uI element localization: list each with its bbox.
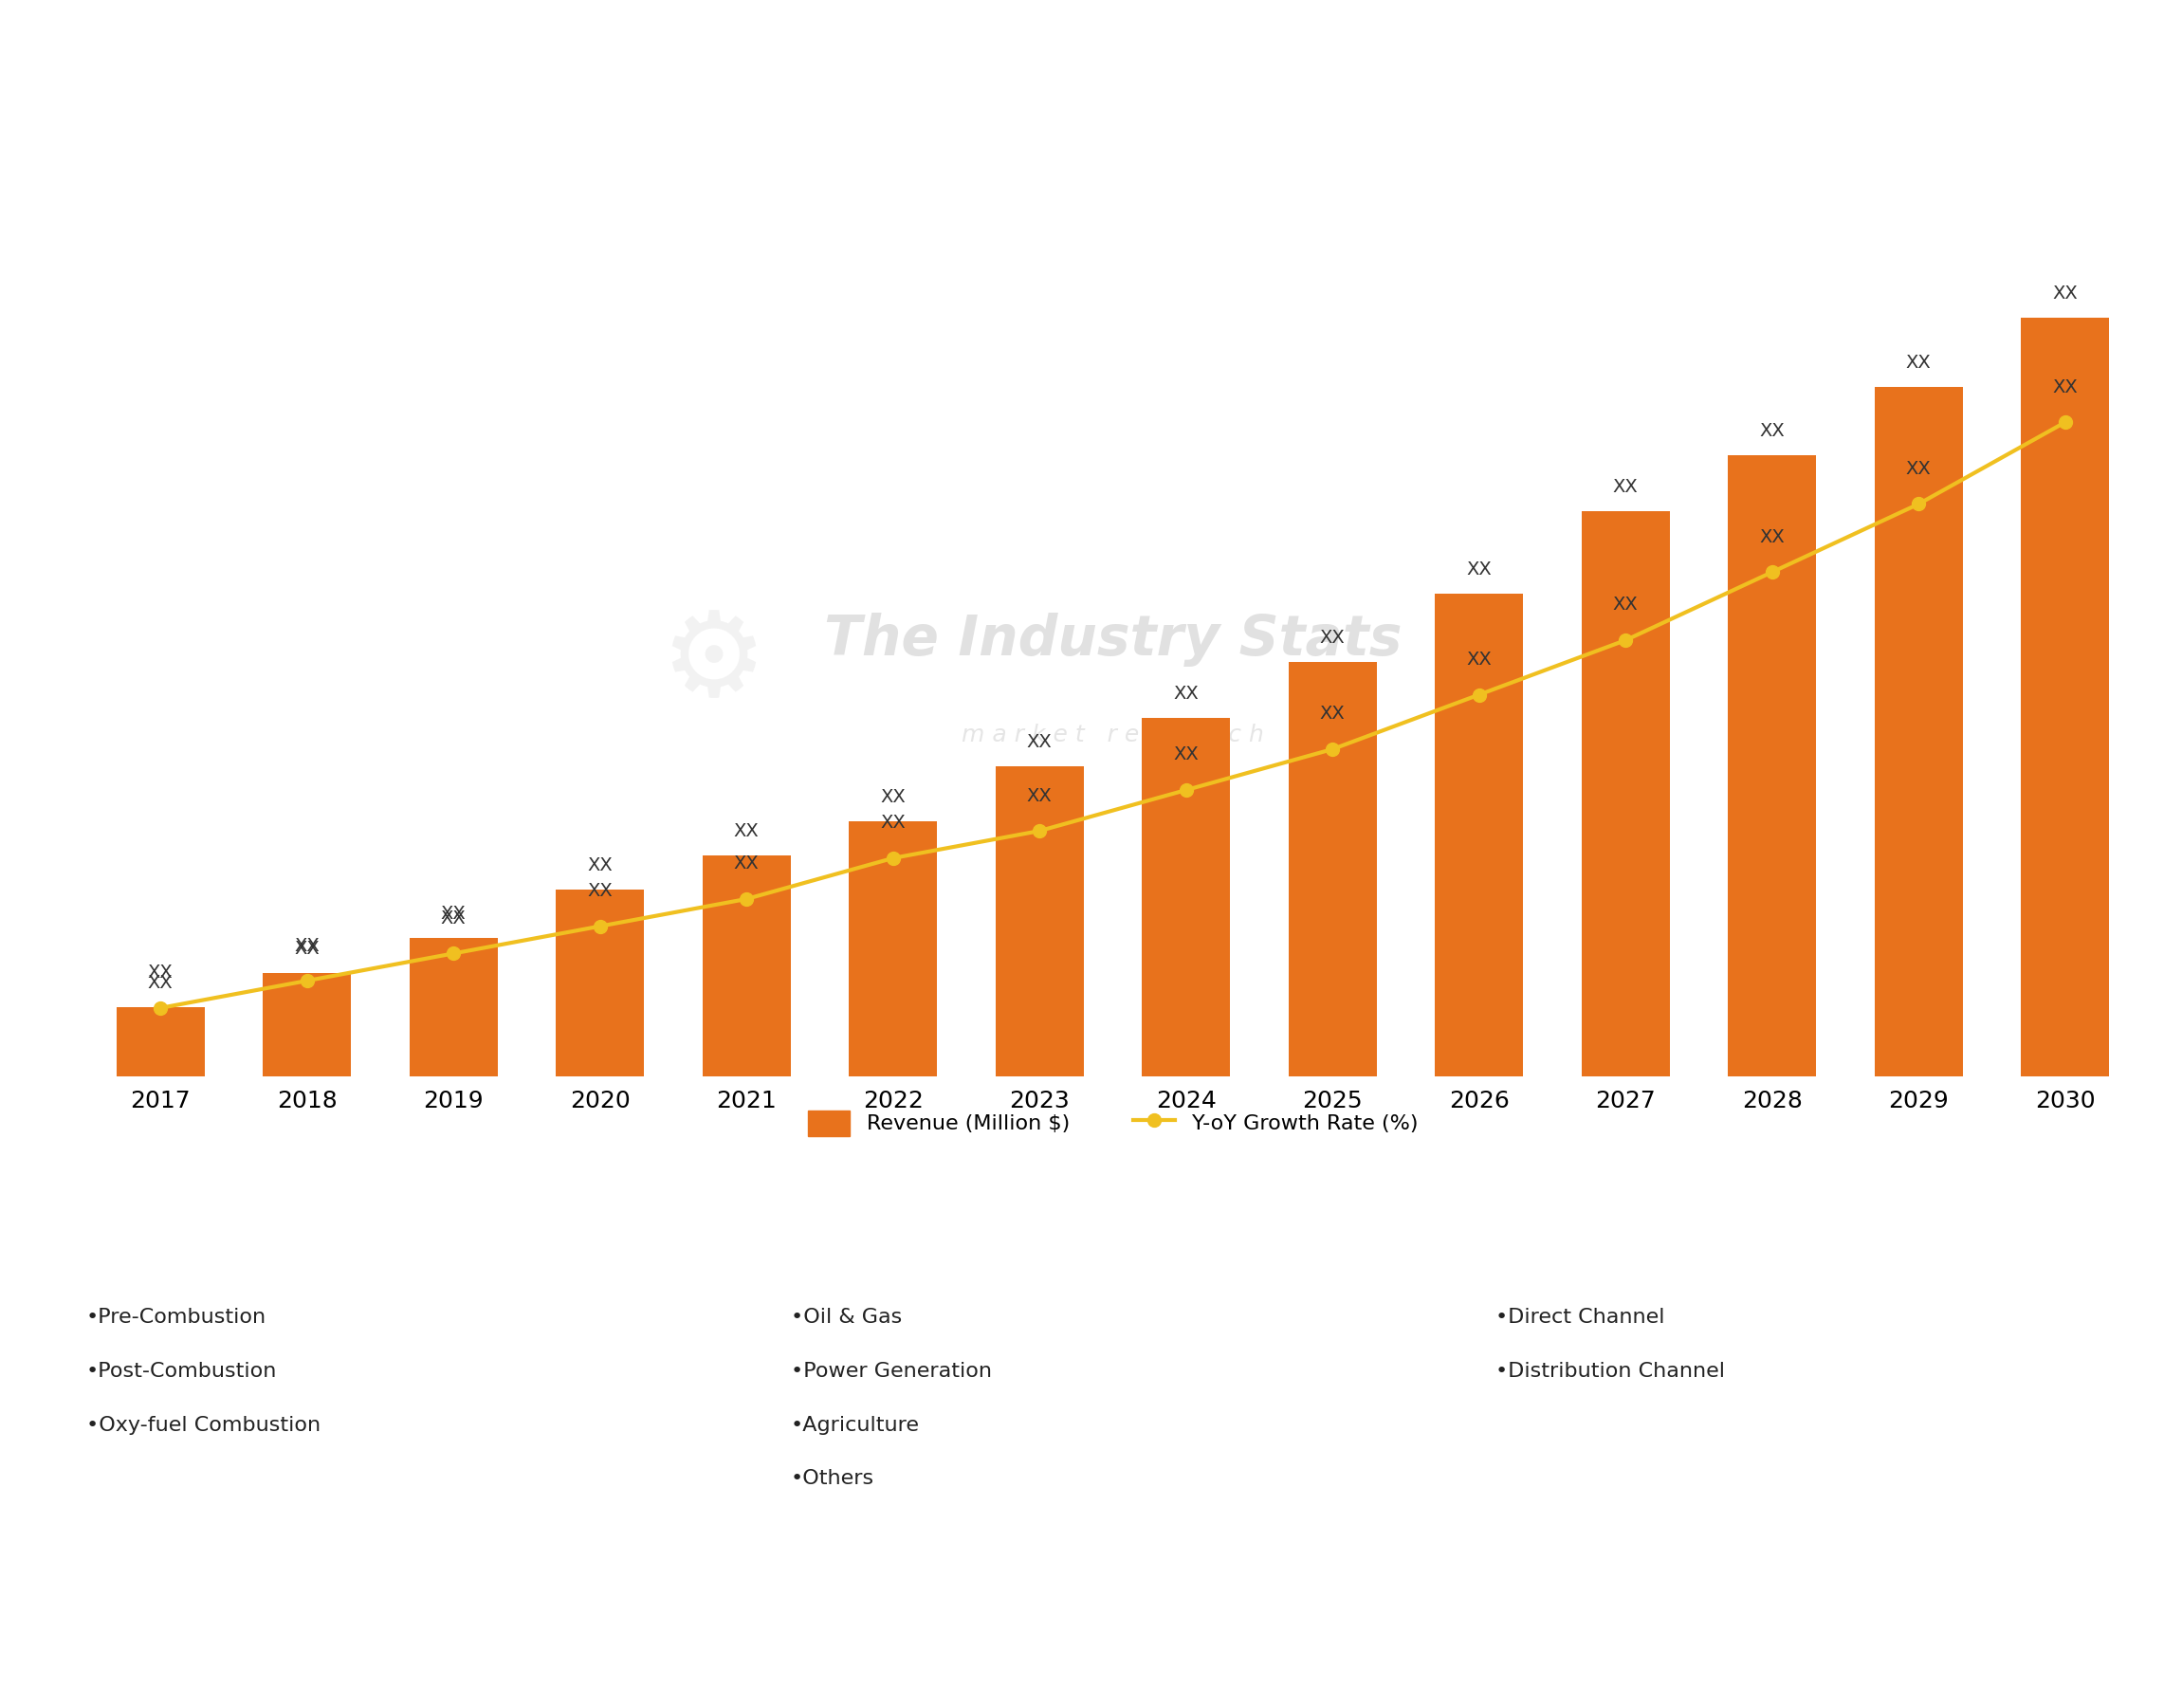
Text: XX: XX [1028,787,1052,804]
Text: XX: XX [441,905,467,922]
Text: •Agriculture: •Agriculture [790,1416,919,1435]
Text: m a r k e t   r e s e a r c h: m a r k e t r e s e a r c h [962,724,1263,746]
Text: XX: XX [148,963,172,982]
Text: •Others: •Others [790,1469,875,1488]
Text: ⚙: ⚙ [659,606,766,721]
Text: XX: XX [148,974,172,992]
Text: XX: XX [1612,478,1639,495]
Text: Fig. Global Carbon Sequestration Market Status and Outlook: Fig. Global Carbon Sequestration Market … [26,48,1015,75]
Bar [1141,717,1231,1076]
Bar [2021,318,2110,1076]
Text: Product Types: Product Types [290,1209,454,1231]
Text: Sales Channels: Sales Channels [1691,1209,1872,1231]
Text: •Direct Channel: •Direct Channel [1495,1308,1665,1327]
Text: XX: XX [1759,422,1785,441]
Legend: Revenue (Million $), Y-oY Growth Rate (%): Revenue (Million $), Y-oY Growth Rate (%… [796,1100,1429,1146]
Bar [264,972,351,1076]
Text: Application: Application [1010,1209,1143,1231]
Bar [556,890,644,1076]
Bar [116,1008,205,1076]
Text: •Oil & Gas: •Oil & Gas [790,1308,901,1327]
Text: XX: XX [1320,629,1346,647]
Text: XX: XX [1174,746,1198,763]
Text: •Oxy-fuel Combustion: •Oxy-fuel Combustion [85,1416,321,1435]
Text: XX: XX [879,787,906,806]
Text: The Industry Stats: The Industry Stats [825,613,1401,668]
Text: XX: XX [1759,528,1785,547]
Text: XX: XX [1905,459,1931,478]
Text: XX: XX [733,854,759,873]
Bar [849,822,936,1076]
Bar [1436,593,1523,1076]
Bar [1874,386,1962,1076]
Text: XX: XX [587,881,613,900]
Text: XX: XX [1466,651,1492,668]
Text: •Pre-Combustion: •Pre-Combustion [85,1308,266,1327]
Text: XX: XX [441,909,467,927]
Text: •Distribution Channel: •Distribution Channel [1495,1361,1726,1380]
Text: Source: Theindustrystats Analysis: Source: Theindustrystats Analysis [109,1635,465,1653]
Text: XX: XX [2053,285,2077,302]
Text: XX: XX [1905,354,1931,371]
Text: XX: XX [733,822,759,840]
Bar [995,765,1084,1076]
Text: •Post-Combustion: •Post-Combustion [85,1361,277,1380]
Text: XX: XX [1028,733,1052,750]
Text: XX: XX [587,857,613,874]
Text: XX: XX [2053,377,2077,396]
Text: XX: XX [879,815,906,832]
Bar [1728,456,1815,1076]
Text: •Power Generation: •Power Generation [790,1361,991,1380]
Bar [410,938,497,1076]
Text: Website: www.theindustrystats.com: Website: www.theindustrystats.com [1571,1635,1951,1653]
Bar [1290,663,1377,1076]
Text: XX: XX [295,936,321,955]
Text: XX: XX [1466,560,1492,579]
Text: XX: XX [295,939,321,958]
Text: XX: XX [1612,596,1639,615]
Text: XX: XX [1320,705,1346,722]
Bar [703,856,790,1076]
Text: XX: XX [1174,685,1198,702]
Bar [1582,511,1669,1076]
Text: Email: sales@theindustrystats.com: Email: sales@theindustrystats.com [829,1635,1196,1653]
